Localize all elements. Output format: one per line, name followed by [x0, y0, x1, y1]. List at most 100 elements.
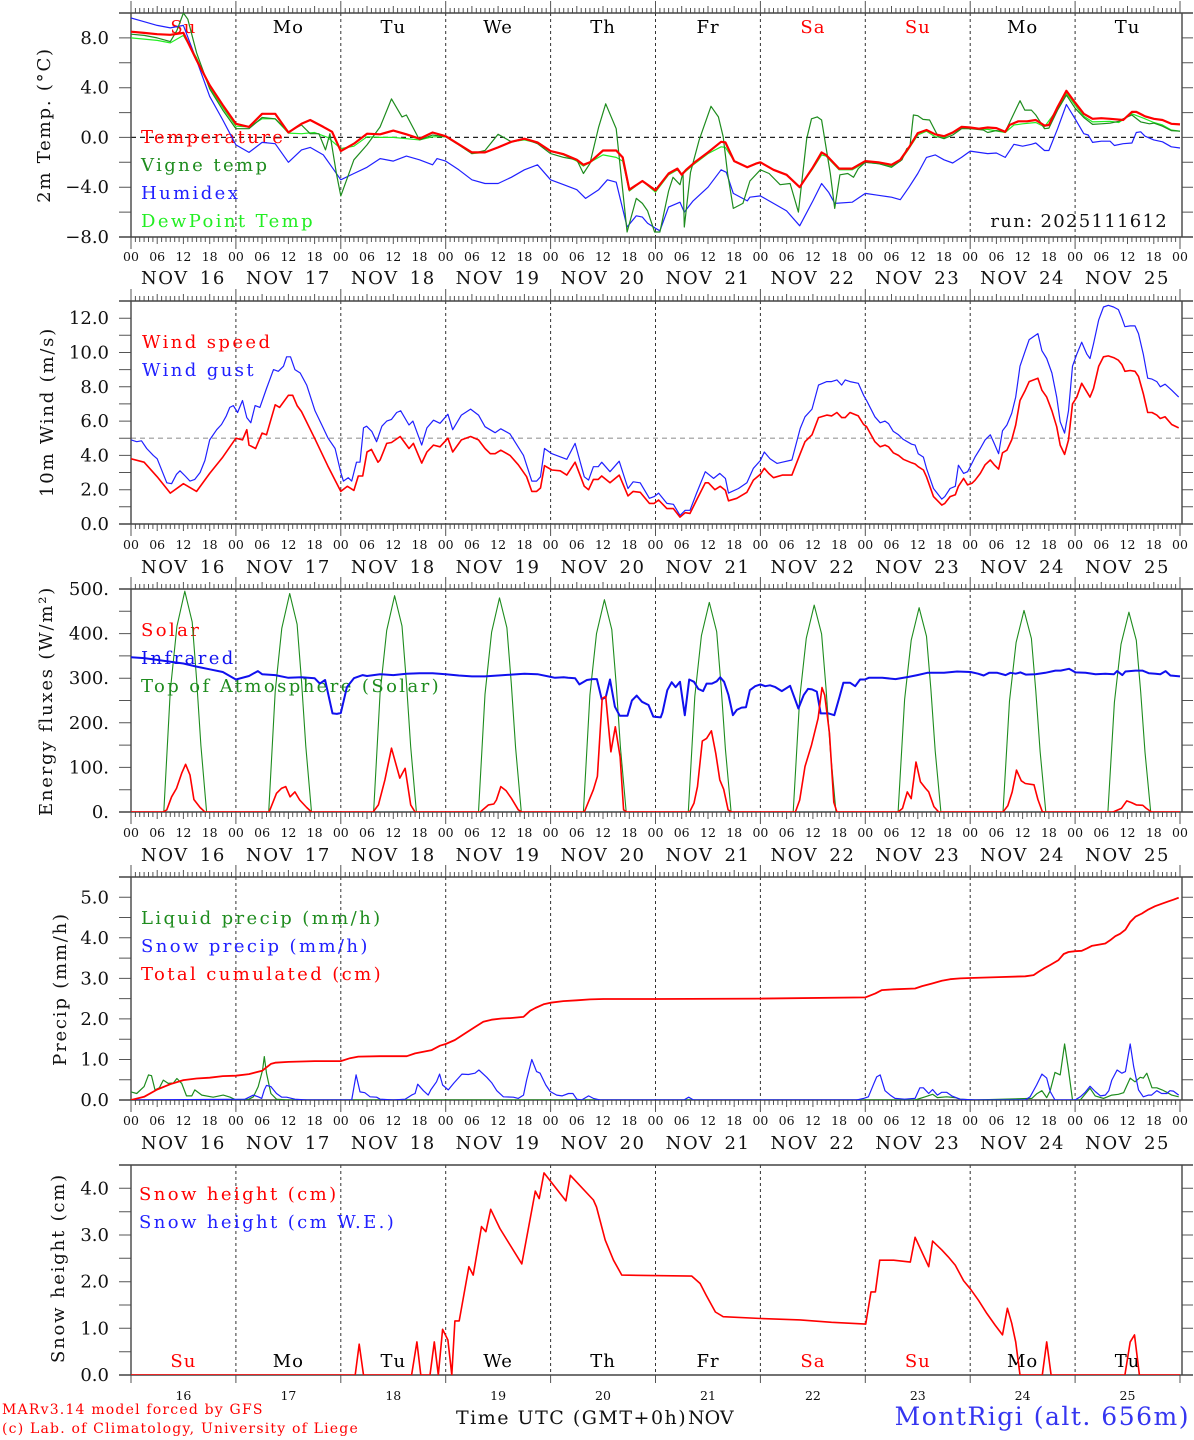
x-tick-label-hour: 06: [359, 825, 375, 840]
weekday-label: Mo: [1007, 1351, 1038, 1372]
weekday-label: Tu: [380, 17, 406, 38]
y-tick-label: 1.0: [80, 1318, 109, 1339]
x-tick-label-hour: 18: [516, 825, 532, 840]
x-tick-label-hour: 06: [1093, 825, 1109, 840]
panel-snow-height: 0.0 1.0 2.0 3.0 4.0 Snow height (cm) Su Mo Tu We T…: [48, 1164, 1193, 1403]
x-tick-label-date: NOV 24: [980, 845, 1065, 866]
x-tick-label-hour: 06: [779, 537, 795, 552]
y-tick-label: 300.: [69, 668, 109, 689]
x-tick-label-hour: 06: [779, 825, 795, 840]
y-tick-label: 8.0: [80, 28, 109, 49]
x-tick-label-hour: 12: [1120, 825, 1136, 840]
x-tick-label-hour: 06: [464, 537, 480, 552]
x-tick-label-hour: 00: [333, 249, 349, 264]
x-tick-label-date: NOV 24: [980, 557, 1065, 578]
x-tick-label-hour: 00: [1067, 537, 1083, 552]
series-line-wind-gust: [131, 304, 1180, 517]
x-tick-label-hour: 18: [936, 825, 952, 840]
y-axis-title: Snow height (cm): [48, 1173, 69, 1363]
legend-entry-liquid-precip-mm-h: Liquid precip (mm/h): [141, 908, 383, 929]
x-tick-label-hour: 06: [464, 825, 480, 840]
x-tick-label-date: NOV 23: [875, 268, 960, 289]
weekday-label: Mo: [1007, 17, 1038, 38]
x-tick-label-hour: 06: [988, 1113, 1004, 1128]
x-tick-label-hour: 00: [333, 825, 349, 840]
x-tick-label-hour: 18: [936, 249, 952, 264]
x-tick-label-hour: 18: [202, 249, 218, 264]
x-tick-label-hour: 00: [543, 1113, 559, 1128]
panel-precipitation: 0.0 1.0 2.0 3.0 4.0 5.0 Precip (mm/h) 00 06 12 18 0…: [50, 865, 1193, 1154]
legend-entry-snow-height-cm-w-e: Snow height (cm W.E.): [139, 1212, 396, 1233]
legend-entry-wind-gust: Wind gust: [142, 360, 256, 381]
x-tick-label-date: NOV 20: [561, 268, 646, 289]
x-tick-label-hour: 18: [936, 1113, 952, 1128]
x-tick-label-hour: 12: [1120, 1113, 1136, 1128]
x-tick-label-hour: 06: [359, 537, 375, 552]
x-tick-label-date: NOV 19: [456, 268, 541, 289]
footer: MARv3.14 model forced by GFS (c) Lab. of…: [2, 1402, 1189, 1437]
x-tick-label-hour: 06: [988, 537, 1004, 552]
x-tick-label-hour: 12: [1015, 1113, 1031, 1128]
weekday-label: Fr: [696, 17, 719, 38]
chart-panels: −8.0 −4.0 0.0 4.0 8.0 2m Temp. (°C) 00 06 12 18 00…: [34, 1, 1193, 1403]
legend-entry-snow-precip-mm-h: Snow precip (mm/h): [141, 936, 370, 957]
day-separator-lines: [235, 1165, 1076, 1375]
x-tick-label-hour: 06: [569, 1113, 585, 1128]
day-number-label: 22: [805, 1388, 821, 1403]
weekday-label: We: [483, 1351, 513, 1372]
weekday-label: Mo: [273, 17, 304, 38]
x-tick-label-hour: 00: [1172, 249, 1188, 264]
x-tick-label-date: NOV 21: [666, 1133, 751, 1154]
x-tick-label-hour: 06: [674, 825, 690, 840]
x-tick-label-hour: 06: [569, 249, 585, 264]
x-tick-label-date: NOV 25: [1085, 268, 1170, 289]
weekday-label: Mo: [273, 1351, 304, 1372]
x-tick-label-hour: 12: [910, 537, 926, 552]
x-tick-label-hour: 00: [648, 825, 664, 840]
x-tick-label-hour: 06: [464, 1113, 480, 1128]
y-tick-label: 100.: [69, 757, 109, 778]
x-tick-label-hour: 06: [1093, 537, 1109, 552]
y-tick-label: 2.0: [80, 480, 109, 501]
series-line-solar: [131, 686, 1180, 812]
day-number-label: 19: [490, 1388, 506, 1403]
x-tick-label-hour: 06: [149, 249, 165, 264]
x-tick-label-hour: 00: [962, 825, 978, 840]
x-tick-label-hour: 12: [910, 249, 926, 264]
x-tick-label-hour: 12: [280, 249, 296, 264]
x-tick-label-hour: 18: [621, 249, 637, 264]
x-tick-label-hour: 06: [1093, 1113, 1109, 1128]
x-tick-label-date: NOV 19: [456, 1133, 541, 1154]
x-tick-label-hour: 06: [988, 249, 1004, 264]
y-axis-title: Precip (mm/h): [50, 912, 71, 1066]
y-tick-label: 8.0: [80, 377, 109, 398]
x-tick-label-hour: 06: [254, 825, 270, 840]
x-tick-label-hour: 00: [857, 249, 873, 264]
day-number-label: 18: [385, 1388, 401, 1403]
legend-entry-temperature: Temperature: [141, 127, 285, 148]
x-tick-label-hour: 12: [805, 1113, 821, 1128]
legend-entry-vigne-temp: Vigne temp: [140, 155, 269, 176]
x-tick-label-hour: 12: [910, 825, 926, 840]
x-axis-month: NOV: [688, 1407, 734, 1429]
x-tick-label-hour: 00: [1172, 1113, 1188, 1128]
x-tick-label-hour: 00: [543, 249, 559, 264]
x-tick-label-hour: 06: [884, 825, 900, 840]
x-tick-label-date: NOV 18: [351, 845, 436, 866]
y-tick-label: 6.0: [80, 411, 109, 432]
x-tick-label-date: NOV 18: [351, 1133, 436, 1154]
x-tick-label-hour: 18: [1041, 249, 1057, 264]
y-tick-label: 3.0: [80, 1225, 109, 1246]
x-tick-label-hour: 12: [490, 537, 506, 552]
x-tick-label-hour: 18: [307, 1113, 323, 1128]
x-tick-label-hour: 00: [438, 537, 454, 552]
x-tick-label-hour: 00: [1067, 1113, 1083, 1128]
x-tick-label-hour: 06: [254, 1113, 270, 1128]
x-tick-label-hour: 18: [307, 249, 323, 264]
x-tick-label-date: NOV 20: [561, 845, 646, 866]
lab-credit: (c) Lab. of Climatology, University of L…: [2, 1421, 359, 1437]
x-tick-label-hour: 00: [752, 825, 768, 840]
day-number-label: 25: [1120, 1388, 1136, 1403]
x-tick-label-hour: 18: [307, 537, 323, 552]
x-tick-label-hour: 18: [831, 537, 847, 552]
